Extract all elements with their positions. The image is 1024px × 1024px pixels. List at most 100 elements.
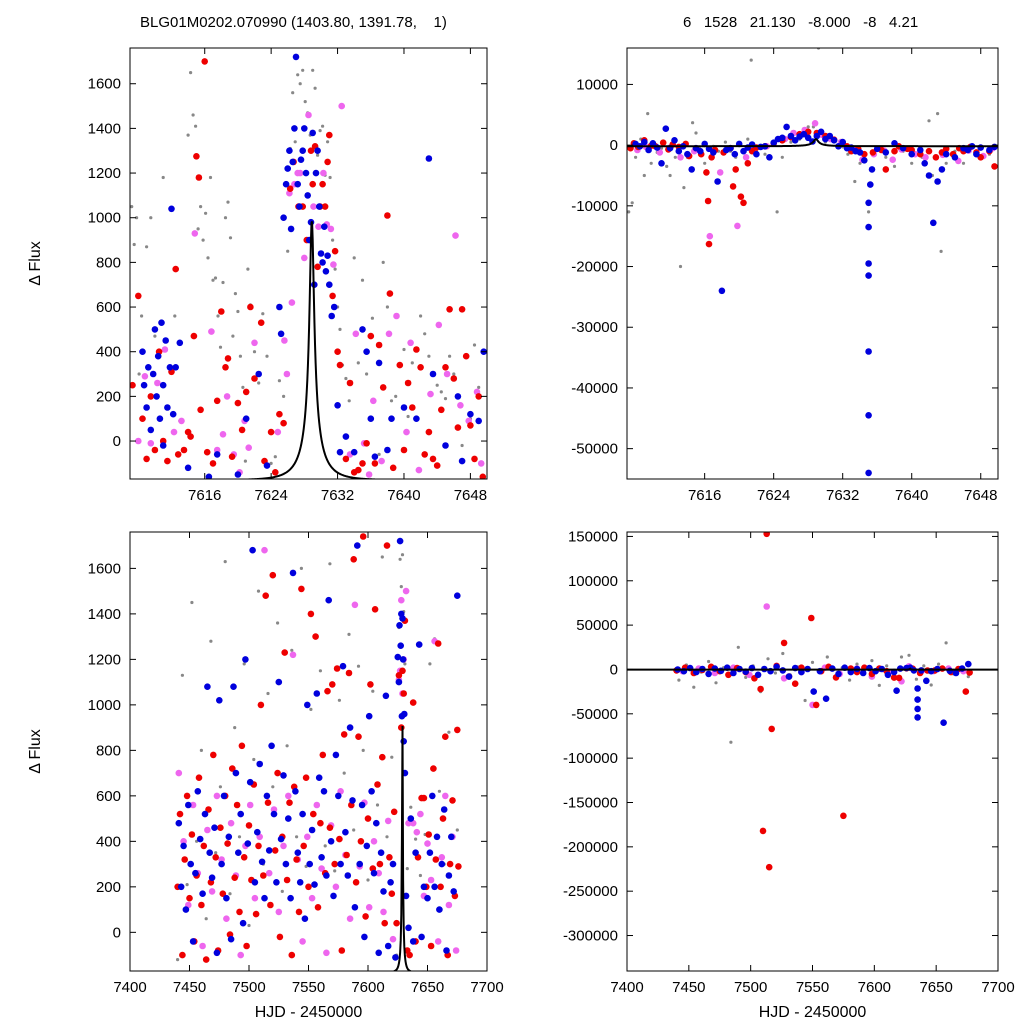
data-point-red bbox=[319, 751, 327, 759]
data-point-gray bbox=[692, 685, 696, 689]
data-point-red bbox=[355, 733, 362, 740]
data-point-blue bbox=[351, 904, 359, 911]
data-point-blue bbox=[213, 451, 221, 458]
data-point-gray bbox=[414, 837, 418, 841]
data-point-red bbox=[298, 585, 305, 593]
data-point-red bbox=[925, 147, 933, 155]
data-point-red bbox=[333, 665, 341, 672]
data-point-gray bbox=[744, 675, 748, 680]
data-point-gray bbox=[331, 238, 335, 242]
data-point-blue bbox=[265, 847, 273, 854]
data-point-gray bbox=[295, 835, 299, 839]
data-point-blue bbox=[401, 710, 408, 718]
data-point-blue bbox=[302, 169, 310, 177]
data-point-red bbox=[180, 446, 188, 454]
data-point-red bbox=[130, 381, 136, 389]
y-tick-label: -50000 bbox=[571, 706, 618, 723]
data-point-magenta bbox=[308, 894, 316, 902]
data-point-blue bbox=[964, 146, 972, 154]
data-point-gray bbox=[277, 379, 281, 383]
data-point-blue bbox=[312, 169, 320, 177]
data-point-magenta bbox=[389, 935, 397, 943]
data-point-red bbox=[395, 672, 403, 679]
data-point-red bbox=[384, 212, 391, 219]
data-point-gray bbox=[409, 805, 413, 809]
data-point-red bbox=[400, 690, 408, 697]
data-point-blue bbox=[425, 155, 433, 162]
data-point-magenta bbox=[384, 817, 392, 825]
y-tick-label: 600 bbox=[96, 788, 121, 805]
data-point-gray bbox=[318, 129, 322, 133]
data-point-red bbox=[231, 874, 238, 881]
data-point-red bbox=[759, 827, 767, 835]
data-point-gray bbox=[328, 175, 332, 180]
data-point-blue bbox=[914, 696, 921, 703]
data-point-blue bbox=[253, 828, 261, 836]
data-point-red bbox=[280, 419, 287, 427]
data-point-red bbox=[991, 163, 998, 170]
data-point-red bbox=[197, 406, 204, 414]
data-point-gray bbox=[238, 354, 242, 358]
data-point-gray bbox=[810, 660, 815, 665]
data-point-blue bbox=[433, 833, 441, 841]
x-tick-label: 7400 bbox=[610, 979, 643, 996]
data-point-blue bbox=[399, 656, 407, 663]
data-point-gray bbox=[899, 655, 904, 659]
data-point-blue bbox=[952, 669, 960, 677]
data-point-blue bbox=[475, 417, 483, 425]
data-point-gray bbox=[892, 164, 897, 168]
data-point-red bbox=[293, 856, 300, 863]
data-point-red bbox=[219, 890, 227, 897]
data-point-blue bbox=[826, 132, 834, 140]
data-point-blue bbox=[321, 223, 328, 230]
x-tick-label: 7500 bbox=[232, 979, 265, 996]
y-tick-label: 50000 bbox=[576, 617, 618, 634]
data-point-red bbox=[757, 685, 764, 693]
data-point-blue bbox=[400, 404, 408, 411]
x-tick-label: 7550 bbox=[796, 979, 829, 996]
data-point-blue bbox=[859, 669, 867, 677]
data-point-red bbox=[202, 956, 210, 963]
data-point-magenta bbox=[208, 888, 216, 895]
data-point-gray bbox=[191, 113, 195, 117]
data-point-blue bbox=[942, 150, 950, 158]
data-point-blue bbox=[294, 180, 302, 188]
data-point-blue bbox=[277, 330, 285, 338]
data-point-gray bbox=[365, 372, 369, 376]
data-point-gray bbox=[290, 648, 294, 652]
data-point-gray bbox=[149, 216, 153, 220]
y-tick-label: 800 bbox=[96, 254, 121, 271]
data-point-magenta bbox=[135, 437, 142, 445]
data-point-blue bbox=[286, 147, 293, 154]
data-point-magenta bbox=[407, 339, 414, 347]
data-point-gray bbox=[452, 372, 456, 376]
data-point-blue bbox=[396, 537, 404, 545]
x-tick-label: 7700 bbox=[981, 979, 1014, 996]
y-tick-label: -30000 bbox=[571, 319, 618, 336]
data-point-blue bbox=[717, 667, 725, 675]
data-point-red bbox=[210, 751, 217, 759]
data-point-blue bbox=[884, 671, 892, 679]
data-point-red bbox=[179, 951, 186, 959]
data-point-gray bbox=[333, 267, 337, 271]
data-point-magenta bbox=[318, 865, 325, 872]
x-tick-label: 7632 bbox=[826, 487, 859, 504]
data-point-red bbox=[331, 247, 339, 255]
data-point-blue bbox=[235, 849, 242, 856]
data-point-magenta bbox=[922, 154, 929, 161]
data-point-red bbox=[446, 860, 454, 868]
data-point-magenta bbox=[452, 232, 459, 239]
data-point-magenta bbox=[246, 801, 254, 809]
data-point-red bbox=[257, 701, 265, 709]
data-point-gray bbox=[961, 161, 966, 165]
data-point-blue bbox=[917, 146, 924, 154]
data-point-blue bbox=[921, 160, 928, 167]
x-axis-label: HJD - 2450000 bbox=[255, 1004, 363, 1021]
data-point-gray bbox=[723, 140, 728, 144]
data-point-magenta bbox=[147, 440, 155, 447]
data-point-blue bbox=[322, 268, 330, 275]
data-point-gray bbox=[199, 748, 203, 753]
data-points bbox=[627, 48, 998, 477]
data-point-blue bbox=[349, 797, 356, 804]
data-point-gray bbox=[389, 399, 394, 403]
